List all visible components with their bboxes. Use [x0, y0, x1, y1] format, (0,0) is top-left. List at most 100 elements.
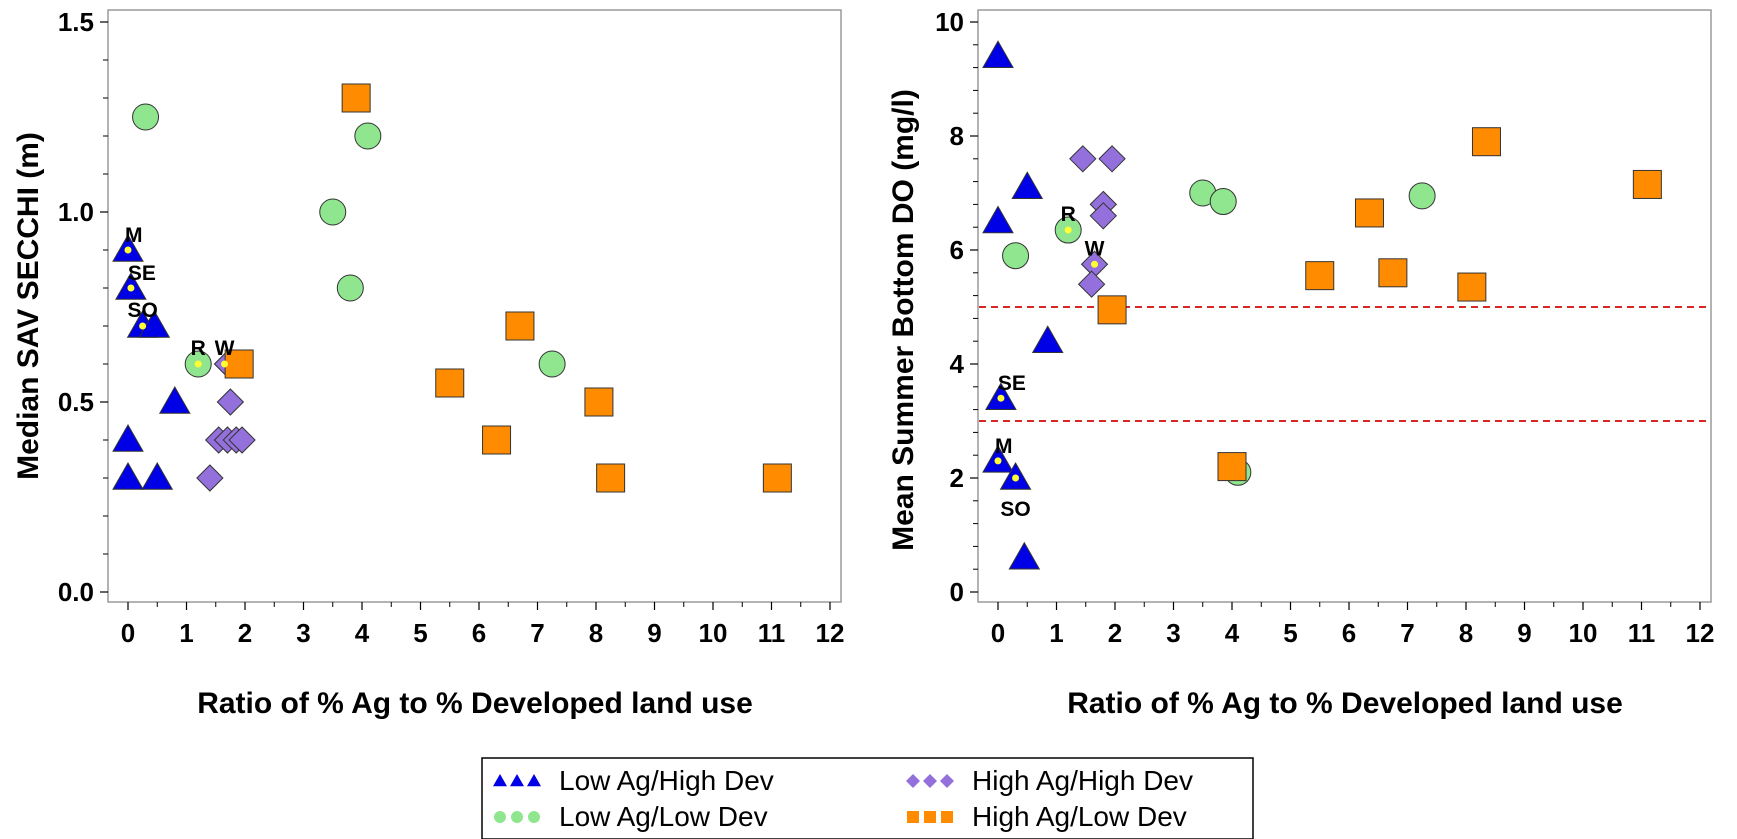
data-point-high-ag-low-dev	[1471, 127, 1501, 157]
y-tick-label: 0.0	[58, 577, 94, 607]
data-point-high-ag-low-dev	[762, 463, 792, 493]
data-point-low-ag-high-dev	[982, 205, 1014, 234]
annotation-label: R	[1061, 203, 1076, 226]
x-tick-label: 7	[530, 618, 544, 648]
x-tick-label: 10	[1569, 618, 1598, 648]
x-tick-label: 1	[179, 618, 193, 648]
x-tick-label: 8	[589, 618, 603, 648]
x-tick-label: 12	[1686, 618, 1715, 648]
legend-swatch-low-ag-high-dev	[510, 774, 524, 787]
y-tick-label: 8	[950, 121, 964, 151]
y-tick-label: 10	[935, 7, 964, 37]
data-point-low-ag-low-dev	[1408, 182, 1436, 210]
legend: Low Ag/High Dev High Ag/High Dev Low Ag/…	[481, 757, 1254, 839]
data-point-low-ag-low-dev	[1002, 242, 1030, 270]
data-point-high-ag-high-dev	[1089, 202, 1118, 230]
legend-swatch-low-ag-low-dev	[511, 811, 523, 823]
x-tick-label: 4	[355, 618, 370, 648]
data-point-high-ag-low-dev	[1217, 452, 1247, 482]
left-y-axis-title: Median SAV SECCHI (m)	[12, 132, 45, 480]
legend-label: High Ag/High Dev	[972, 765, 1193, 796]
legend-swatch-high-ag-low-dev	[941, 811, 953, 823]
left-plot-frame	[107, 9, 842, 603]
x-tick-label: 9	[647, 618, 661, 648]
x-tick-label: 11	[758, 618, 786, 648]
annotation-label: R	[191, 337, 206, 360]
data-point-high-ag-low-dev	[1305, 261, 1335, 291]
annotation-label: W	[215, 337, 235, 360]
data-point-high-ag-low-dev	[1457, 272, 1487, 302]
y-tick-label: 1.5	[58, 7, 94, 37]
right-data-points	[982, 40, 1662, 570]
x-tick-label: 7	[1400, 618, 1414, 648]
legend-swatch-low-ag-high-dev	[527, 774, 541, 787]
data-point-high-ag-low-dev	[596, 463, 626, 493]
annotation-label: M	[125, 224, 143, 247]
data-point-low-ag-low-dev	[319, 198, 347, 226]
annotation-label: W	[1085, 237, 1105, 260]
annotation-label: SO	[1000, 498, 1030, 521]
data-point-low-ag-high-dev	[982, 40, 1014, 68]
x-tick-label: 3	[1166, 618, 1180, 648]
annotation-dot	[221, 360, 229, 368]
annotation-dot	[139, 322, 147, 330]
data-point-low-ag-high-dev	[1031, 325, 1064, 353]
data-point-low-ag-high-dev	[1008, 541, 1041, 570]
left-point-labels: M SE SO R W	[124, 224, 235, 368]
annotation-dot	[1012, 474, 1020, 482]
annotation-dot	[1091, 260, 1099, 268]
legend-item-low-ag-high-dev: Low Ag/High Dev	[493, 765, 774, 796]
data-point-high-ag-high-dev	[216, 388, 245, 416]
right-reference-lines	[979, 306, 1710, 422]
x-tick-label: 2	[1108, 618, 1122, 648]
y-tick-label: 4	[950, 349, 965, 379]
data-point-high-ag-low-dev	[1632, 169, 1662, 199]
legend-swatch-high-ag-low-dev	[907, 811, 919, 823]
data-point-high-ag-low-dev	[505, 311, 535, 341]
x-tick-label: 5	[413, 618, 427, 648]
annotation-dot	[194, 360, 202, 368]
data-point-high-ag-low-dev	[341, 83, 371, 113]
annotation-dot	[124, 246, 132, 254]
annotation-label: SE	[128, 262, 156, 285]
annotation-dot	[994, 457, 1002, 465]
y-tick-label: 6	[950, 235, 964, 265]
data-point-low-ag-low-dev	[354, 122, 382, 150]
data-point-low-ag-low-dev	[1209, 188, 1237, 216]
annotation-dot	[1064, 226, 1072, 234]
legend-item-high-ag-low-dev: High Ag/Low Dev	[907, 801, 1187, 832]
legend-label: High Ag/Low Dev	[972, 801, 1187, 832]
x-tick-label: 3	[296, 618, 310, 648]
right-plot-frame	[977, 9, 1712, 603]
data-point-low-ag-high-dev	[1011, 171, 1044, 200]
legend-label: Low Ag/Low Dev	[559, 801, 768, 832]
legend-swatch-low-ag-high-dev	[493, 774, 507, 787]
right-x-axis-title: Ratio of % Ag to % Developed land use	[1067, 687, 1623, 720]
data-point-low-ag-low-dev	[538, 350, 566, 378]
data-point-high-ag-high-dev	[1077, 270, 1106, 298]
annotation-label: SO	[127, 299, 157, 322]
x-tick-label: 6	[472, 618, 486, 648]
legend-item-low-ag-low-dev: Low Ag/Low Dev	[494, 801, 768, 832]
y-tick-label: 0.5	[58, 387, 94, 417]
y-tick-label: 2	[950, 463, 964, 493]
x-tick-label: 8	[1459, 618, 1473, 648]
data-point-low-ag-high-dev	[138, 309, 171, 338]
annotation-dot	[127, 284, 135, 292]
data-point-high-ag-low-dev	[482, 425, 512, 455]
legend-swatch-high-ag-high-dev	[923, 774, 937, 788]
legend-box	[481, 757, 1254, 839]
legend-swatch-high-ag-low-dev	[924, 811, 936, 823]
x-tick-label: 10	[699, 618, 728, 648]
right-point-labels: RW SE M SO	[994, 203, 1105, 521]
data-point-low-ag-high-dev	[158, 385, 191, 414]
x-tick-label: 6	[1342, 618, 1356, 648]
data-point-low-ag-high-dev	[141, 461, 174, 490]
x-tick-label: 4	[1225, 618, 1240, 648]
right-y-axis-title: Mean Summer Bottom DO (mg/l)	[887, 89, 920, 551]
data-point-high-ag-low-dev	[435, 368, 465, 398]
data-point-high-ag-high-dev	[228, 426, 256, 454]
